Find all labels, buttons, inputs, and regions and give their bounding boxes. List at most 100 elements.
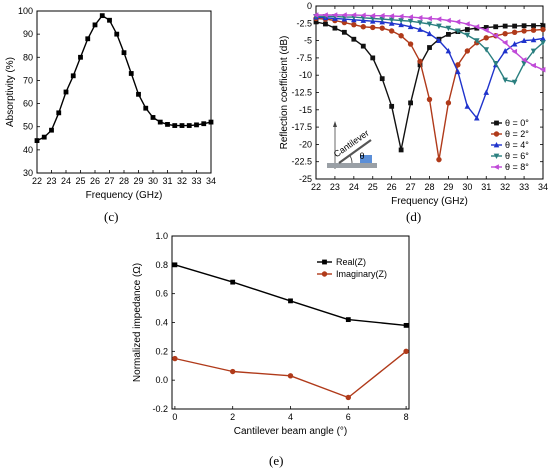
x-tick-label: 33 [191,176,201,186]
plot-frame [36,10,212,174]
y-axis-label: Reflection coefficient (dB) [279,36,290,150]
data-point [511,79,518,86]
y-tick-label: 0.0 [155,375,168,385]
data-point [313,12,319,18]
data-point [287,373,294,379]
data-point [379,16,386,23]
data-point [360,24,366,30]
x-tick-label: 29 [133,176,143,186]
data-point [208,119,214,125]
y-tick-label: 0.2 [155,346,168,356]
data-point [417,20,423,26]
data-point [512,23,518,29]
data-point [464,21,470,27]
data-point [417,58,423,65]
inset-electrode [360,155,372,163]
data-point [172,123,178,128]
data-point [473,115,480,121]
data-point [492,61,499,67]
data-point [78,54,83,60]
x-tick-label: 26 [90,176,100,186]
y-tick-label: 40 [23,145,33,155]
y-tick-label: -22.5 [291,157,312,167]
y-tick-label: 50 [23,122,33,132]
data-point [121,50,127,56]
data-point [445,25,452,32]
series-1 [313,15,546,163]
data-point [502,77,508,84]
caption-d: (d) [406,209,422,224]
data-point [446,31,451,37]
y-tick-label: -25 [299,174,312,184]
x-tick-label: 26 [387,182,397,192]
data-point [41,134,47,140]
data-point [143,105,149,111]
data-point [407,41,414,47]
data-point [350,12,357,18]
x-tick-label: 28 [119,176,129,186]
legend-label: θ = 6° [505,151,529,161]
data-point [194,122,199,128]
data-point [511,29,518,35]
data-point [56,110,62,116]
data-point [464,103,471,109]
data-point [455,62,461,68]
x-tick-label: 31 [481,182,491,192]
data-point [403,322,409,328]
y-axis-label: Absorptivity (%) [5,57,16,127]
x-tick-label: 30 [462,182,472,192]
data-point [417,14,423,21]
data-point [369,12,376,19]
data-point [455,68,461,75]
data-point [331,12,338,18]
data-point [426,21,433,27]
y-tick-label: -15 [299,105,312,115]
x-tick-label: 23 [46,176,56,186]
data-point [179,123,185,128]
data-point [345,317,351,323]
data-point [398,13,404,20]
inset-substrate [327,163,377,168]
x-tick-label: 30 [148,176,158,186]
data-point [502,30,508,37]
data-point [530,27,537,33]
legend-e: Real(Z) Imaginary(Z) [317,257,387,279]
inset-arrow-head [333,121,337,127]
data-point [530,62,536,69]
data-point [288,298,293,304]
data-point [186,123,192,128]
legend-marker [322,259,327,265]
x-tick-label: 33 [519,182,529,192]
data-point [540,26,546,33]
data-point [493,24,499,30]
x-tick-label: 34 [206,176,216,186]
data-point [389,103,395,109]
data-point [85,36,91,42]
series-line [36,14,212,142]
inset-theta-label: θ [359,151,364,161]
data-point [157,119,163,125]
data-point [464,27,470,32]
data-point [530,36,537,43]
data-point [345,394,352,401]
y-tick-label: 70 [23,75,33,85]
data-point [530,48,537,54]
series-0 [172,262,409,328]
data-point [473,38,480,44]
x-tick-label: 8 [404,412,409,422]
data-point [341,29,347,35]
data-point [63,89,69,95]
y-tick-label: -10 [299,70,312,80]
legend-marker [493,131,500,137]
data-point [427,45,432,50]
y-tick-label: 80 [23,52,33,62]
data-point [388,20,395,26]
data-point [379,25,385,31]
x-tick-label: 2 [230,412,235,422]
legend-marker [494,120,499,126]
data-point [114,31,120,37]
data-point [360,12,366,19]
data-point [360,43,366,49]
data-point [323,21,328,27]
